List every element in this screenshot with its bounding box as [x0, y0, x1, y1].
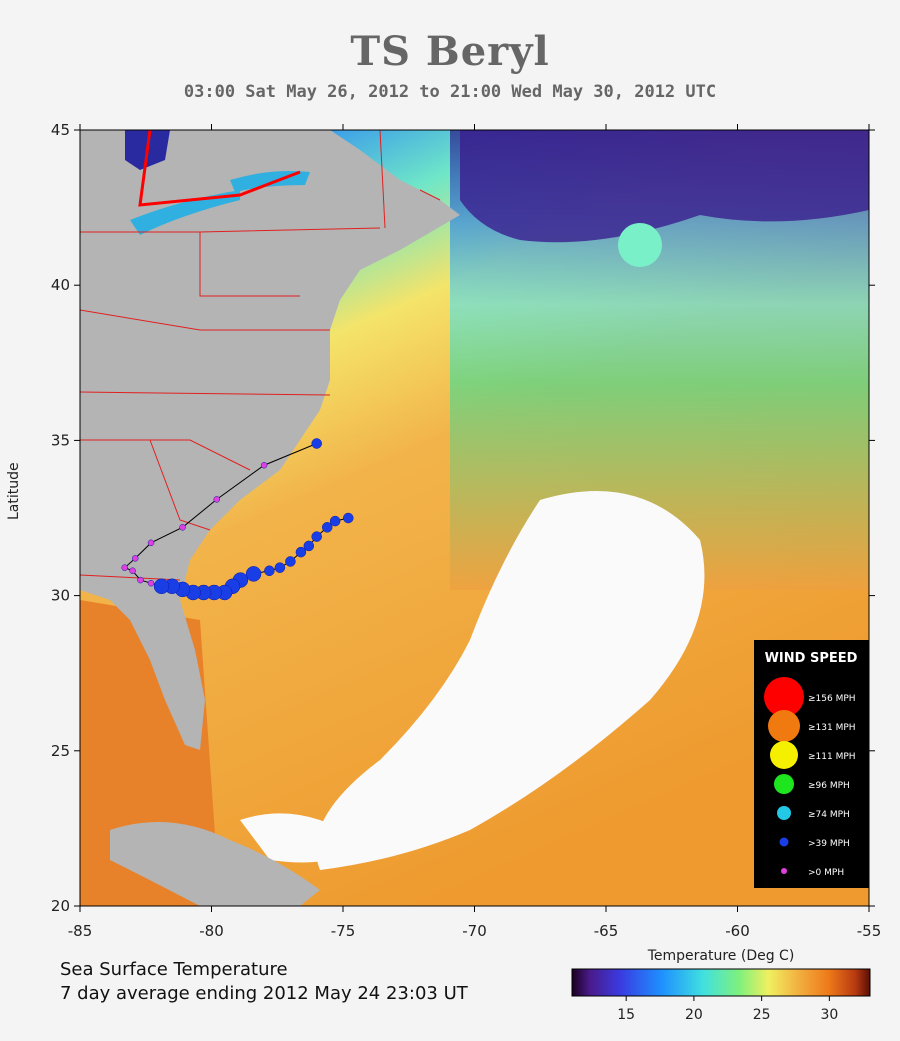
cloud-cover-region	[316, 491, 705, 870]
track-point	[121, 564, 128, 571]
lat-tick-label: 30	[51, 587, 70, 605]
lon-tick-label: -70	[462, 922, 487, 940]
lon-tick-label: -80	[199, 922, 224, 940]
colorbar-ticks: 15 20 25 30	[617, 996, 838, 1023]
track-point	[321, 522, 333, 533]
track-point	[153, 578, 170, 595]
track-point	[329, 515, 341, 527]
colorbar-tick-label: 15	[617, 1007, 635, 1023]
track-point	[245, 566, 262, 582]
colorbar-tick-label: 30	[820, 1007, 838, 1023]
map-title: TS Beryl	[350, 28, 550, 75]
lon-tick-label: -85	[68, 922, 93, 940]
legend-label: >39 MPH	[808, 839, 850, 849]
track-point	[129, 567, 136, 575]
track-point	[179, 524, 186, 531]
map-subtitle: 03:00 Sat May 26, 2012 to 21:00 Wed May …	[183, 82, 717, 102]
track-point	[343, 512, 354, 524]
track-point	[303, 540, 315, 552]
map-plot-area	[80, 130, 869, 906]
us-canada-border	[138, 130, 301, 207]
track-point	[147, 539, 155, 547]
legend-swatch	[764, 677, 804, 717]
lon-tick-label: -60	[725, 922, 750, 940]
united-states-land	[80, 130, 460, 750]
track-point	[285, 556, 296, 567]
legend-label: ≥74 MPH	[808, 810, 850, 820]
legend-swatch	[768, 710, 800, 742]
cold-water-region	[460, 130, 869, 243]
legend-swatch	[770, 741, 798, 769]
lat-tick-label: 20	[51, 897, 70, 915]
legend-swatch	[779, 837, 789, 847]
warm-eddy	[618, 223, 662, 267]
colorbar-tick-label: 20	[685, 1007, 703, 1023]
lon-tick-label: -55	[857, 922, 882, 940]
legend-label: >0 MPH	[808, 868, 844, 878]
track-point	[264, 565, 275, 577]
legend-label: ≥131 MPH	[808, 723, 856, 733]
temperature-colorbar	[571, 968, 871, 997]
lat-tick-label: 40	[51, 276, 70, 294]
caption: Sea Surface Temperature 7 day average en…	[60, 958, 468, 1006]
legend-title: WIND SPEED	[765, 651, 858, 666]
storm-track	[121, 438, 354, 601]
state-borders	[80, 130, 441, 581]
lat-tick-label: 25	[51, 742, 70, 760]
cuba-land	[110, 822, 320, 906]
axis-ticks: -85 -80 -75 -70 -65 -60 -55 45 40 35 30 25 20	[51, 121, 881, 940]
legend-background	[754, 640, 869, 888]
lon-tick-label: -75	[331, 922, 356, 940]
lat-tick-label: 35	[51, 431, 70, 449]
caption-line-1: Sea Surface Temperature	[60, 959, 288, 980]
caption-line-2: 7 day average ending 2012 May 24 23:03 U…	[60, 983, 468, 1004]
lon-tick-label: -65	[594, 922, 619, 940]
track-point	[311, 531, 322, 542]
track-point	[213, 496, 221, 503]
legend-swatch	[781, 868, 787, 874]
track-point	[131, 555, 139, 562]
track-point	[295, 546, 307, 558]
track-point	[311, 438, 322, 449]
legend-label: ≥111 MPH	[808, 752, 856, 762]
lat-tick-label: 45	[51, 121, 70, 139]
track-point	[274, 562, 286, 573]
track-point	[137, 576, 144, 584]
legend-label: ≥96 MPH	[808, 781, 850, 791]
legend-swatch	[774, 774, 794, 794]
cloud-cover-bahamas	[240, 813, 360, 863]
lake-erie	[130, 190, 240, 235]
legend-swatch	[777, 806, 791, 820]
track-point	[147, 579, 155, 587]
legend-label: ≥156 MPH	[808, 694, 856, 704]
track-point	[260, 461, 268, 469]
colorbar-tick-label: 25	[753, 1007, 771, 1023]
wind-speed-legend: WIND SPEED ≥156 MPH ≥131 MPH ≥111 MPH ≥96 M…	[754, 640, 869, 888]
colorbar-title: Temperature (Deg C)	[647, 948, 795, 964]
